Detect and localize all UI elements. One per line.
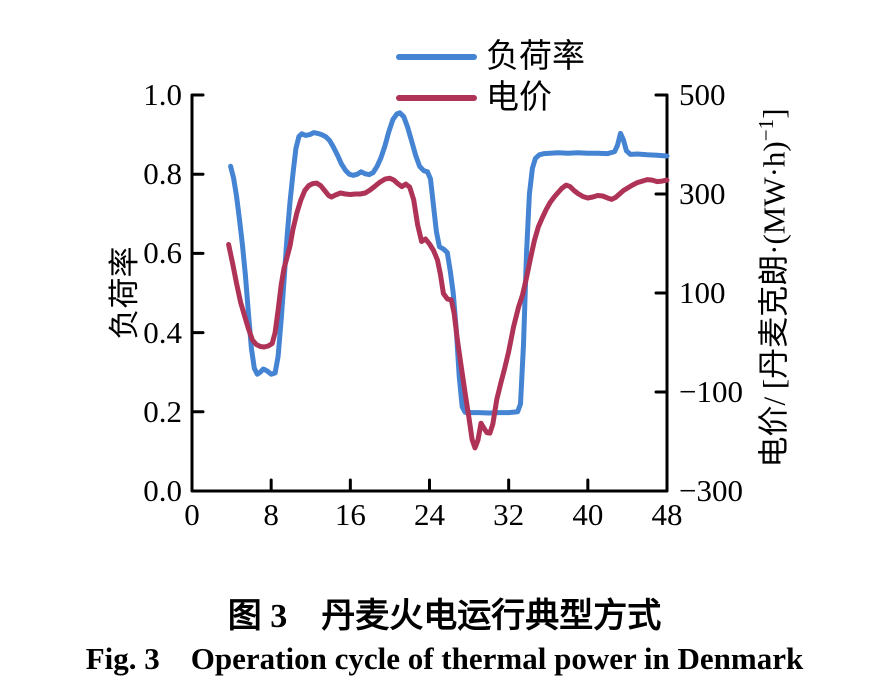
y-left-tick-1.0: 1.0 <box>143 77 182 112</box>
x-tick-8: 8 <box>263 497 279 532</box>
y-right-title-superscript: −1 <box>754 118 778 142</box>
price-line-sample <box>396 94 477 101</box>
y-left-tick-0.4: 0.4 <box>143 314 182 350</box>
y-right-tick-−100: −100 <box>679 374 743 409</box>
x-tick-24: 24 <box>414 497 445 532</box>
y-left-tick-0.8: 0.8 <box>143 156 182 192</box>
y-left-tick-0.0: 0.0 <box>143 473 182 508</box>
x-tick-16: 16 <box>334 497 366 532</box>
axes-frame <box>190 93 669 493</box>
load-rate-curve <box>228 110 670 416</box>
y-right-tick-300: 300 <box>679 176 726 211</box>
y-right-tick-100: 100 <box>679 275 726 310</box>
legend: 负荷率 电价 <box>396 36 585 118</box>
y-right-tick-500: 500 <box>679 77 726 112</box>
x-tick-0: 0 <box>184 497 200 532</box>
y-right-title-main: 电价/ [丹麦克朗·(MW·h) <box>756 141 792 468</box>
legend-label-price: 电价 <box>486 79 552 116</box>
x-tick-40: 40 <box>572 497 604 532</box>
y-right-title-bracket: ] <box>756 108 792 119</box>
y-left-tick-0.2: 0.2 <box>143 393 182 429</box>
caption-english: Fig. 3 Operation cycle of thermal power … <box>85 641 804 676</box>
x-tick-32: 32 <box>493 497 525 532</box>
y-left-tick-0.6: 0.6 <box>143 235 182 271</box>
price-curve <box>226 175 670 451</box>
load-rate-line-sample <box>396 53 477 60</box>
y-right-axis-title: 电价/ [丹麦克朗·(MW·h)−1] <box>746 68 791 508</box>
legend-label-load-rate: 负荷率 <box>486 38 585 75</box>
legend-item-price: 电价 <box>396 77 585 118</box>
caption-chinese: 图 3 丹麦火电运行典型方式 <box>227 598 662 635</box>
legend-item-load-rate: 负荷率 <box>396 36 585 77</box>
data-series <box>226 110 670 451</box>
x-tick-48: 48 <box>651 497 683 532</box>
y-left-axis-title: 负荷率 <box>107 246 142 340</box>
axis-spines-and-ticks <box>190 93 669 493</box>
y-right-tick-−300: −300 <box>679 473 743 508</box>
